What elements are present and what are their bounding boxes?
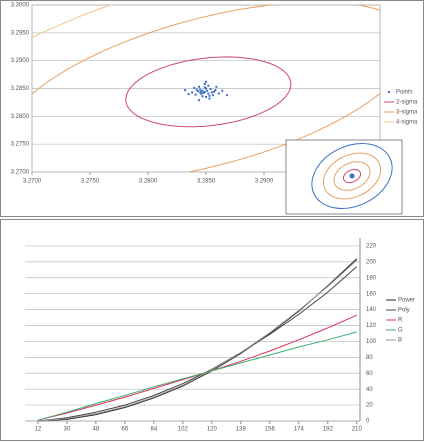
y-tick-label: 40 [366, 387, 373, 393]
scatter-point [225, 94, 228, 97]
legend-label: 2-sigma [396, 100, 418, 106]
scatter-point [199, 88, 202, 91]
scatter-point [206, 89, 209, 92]
x-tick-label: 138 [236, 427, 247, 433]
inset-ellipse [333, 161, 371, 191]
legend-label: Power [398, 298, 415, 304]
ellipse [32, 5, 380, 172]
legend-label: B [398, 338, 402, 344]
scatter-point [193, 86, 196, 89]
y-tick-label: 0 [366, 419, 370, 425]
line-series [37, 266, 358, 422]
scatter-point [214, 89, 217, 92]
x-tick-label: 66 [122, 427, 129, 433]
scatter-point [203, 83, 206, 86]
scatter-point [201, 95, 204, 98]
scatter-point [217, 92, 220, 95]
scatter-point [202, 91, 205, 94]
y-tick-label: 3.2800 [11, 114, 30, 120]
x-tick-label: 192 [323, 427, 334, 433]
bottom-panel [0, 219, 424, 441]
x-tick-label: 120 [207, 427, 218, 433]
x-tick-label: 156 [265, 427, 276, 433]
x-tick-label: 210 [352, 427, 363, 433]
scatter-point [191, 91, 194, 94]
scatter-point [200, 90, 203, 93]
y-tick-label: 3.2700 [11, 170, 30, 176]
y-tick-label: 3.2950 [11, 30, 30, 36]
x-tick-label: 3.2800 [139, 179, 158, 185]
legend-label: 4-sigma [396, 120, 418, 126]
scatter-point [208, 97, 211, 100]
x-tick-label: 48 [93, 427, 100, 433]
y-tick-label: 200 [366, 259, 377, 265]
y-tick-label: 80 [366, 355, 373, 361]
legend-label: Points [396, 90, 413, 96]
y-tick-label: 3.2750 [11, 142, 30, 148]
scatter-point [205, 95, 207, 98]
inset-ellipse [311, 143, 393, 209]
scatter-point [205, 80, 207, 83]
scatter-point [187, 93, 190, 96]
scatter-point [199, 91, 202, 94]
scatter-point [205, 87, 207, 90]
y-tick-label: 160 [366, 291, 377, 297]
scatter-point [211, 94, 214, 97]
x-tick-label: 30 [64, 427, 71, 433]
line-series [37, 259, 358, 422]
y-tick-label: 140 [366, 307, 377, 313]
y-tick-label: 20 [366, 403, 373, 409]
legend-label: R [398, 318, 403, 324]
y-tick-label: 220 [366, 244, 377, 250]
scatter-point [213, 90, 216, 93]
y-tick-label: 180 [366, 275, 377, 281]
x-tick-label: 3.2750 [81, 179, 100, 185]
scatter-point [207, 92, 210, 95]
inset-chart [285, 139, 403, 215]
scatter-point [198, 85, 201, 88]
scatter-point [221, 89, 224, 92]
x-tick-label: 84 [151, 427, 158, 433]
x-tick-label: 3.2700 [23, 179, 42, 185]
scatter-point [201, 89, 204, 92]
inset-ellipse [322, 152, 382, 200]
x-tick-label: 3.2900 [255, 179, 274, 185]
scatter-point [198, 99, 201, 102]
inset-ellipse [342, 168, 362, 184]
scatter-point [209, 88, 212, 91]
scatter-point [194, 93, 197, 96]
scatter-point [196, 90, 199, 93]
x-tick-label: 12 [35, 427, 42, 433]
y-tick-label: 120 [366, 323, 377, 329]
scatter-point [195, 88, 198, 91]
scatter-point [208, 94, 211, 97]
ellipse [125, 56, 292, 128]
y-tick-label: 60 [366, 371, 373, 377]
scatter-point [184, 89, 187, 92]
scatter-point [210, 91, 213, 94]
y-tick-label: 100 [366, 339, 377, 345]
legend-label: Poly [398, 308, 410, 314]
scatter-point [207, 84, 210, 87]
y-tick-label: 3.2900 [11, 58, 30, 64]
legend-swatch [388, 91, 390, 93]
legend-label: G [398, 328, 403, 334]
scatter-point [200, 93, 203, 96]
line-series [37, 331, 357, 421]
x-tick-label: 174 [294, 427, 305, 433]
scatter-point [215, 85, 218, 88]
y-tick-label: 3.2850 [11, 86, 30, 92]
x-tick-label: 3.2850 [197, 179, 216, 185]
inset-point [349, 173, 355, 179]
scatter-point [203, 90, 206, 93]
scatter-point [203, 86, 206, 89]
y-tick-label: 3.3000 [11, 3, 30, 9]
x-tick-label: 102 [178, 427, 189, 433]
legend-label: 3-sigma [396, 110, 418, 116]
